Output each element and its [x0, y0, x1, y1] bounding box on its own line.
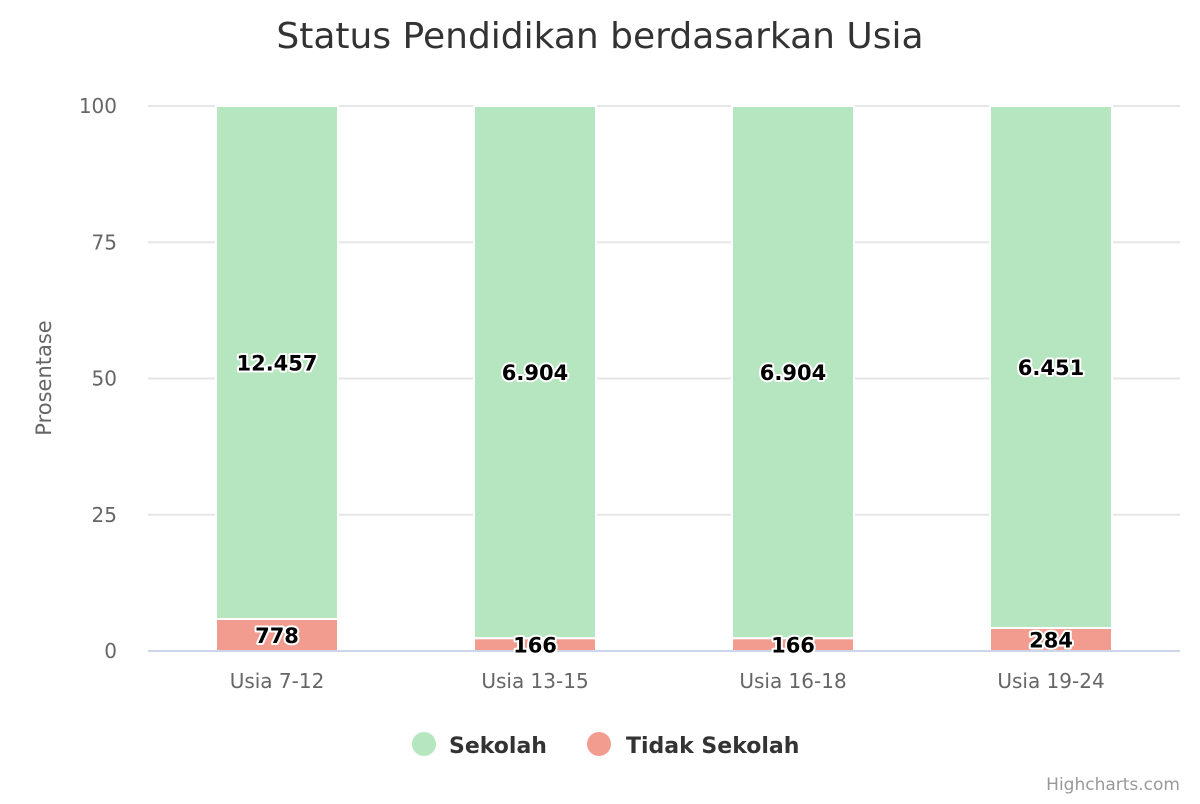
- y-axis-ticks: 0 25 50 75 100: [79, 94, 117, 663]
- bar-segment: [473, 105, 597, 640]
- bar-segment: [215, 105, 339, 620]
- data-label: 166: [513, 634, 557, 658]
- legend-marker: [587, 732, 611, 756]
- credits-link[interactable]: Highcharts.com: [1046, 775, 1180, 795]
- legend-item-label: Tidak Sekolah: [626, 734, 799, 759]
- data-label: 6.451: [1018, 356, 1084, 380]
- x-tick-label: Usia 7-12: [230, 669, 325, 693]
- y-tick-label: 0: [104, 639, 117, 663]
- data-label: 6.904: [760, 361, 826, 385]
- y-axis-title: Prosentase: [32, 320, 56, 435]
- y-tick-label: 50: [92, 367, 117, 391]
- data-label: 778: [255, 624, 299, 648]
- bar-segment: [989, 105, 1113, 630]
- y-tick-label: 75: [92, 230, 117, 254]
- data-label: 166: [771, 634, 815, 658]
- legend-item-label: Sekolah: [449, 734, 547, 759]
- y-tick-label: 25: [92, 503, 117, 527]
- legend: Sekolah Tidak Sekolah: [412, 732, 799, 759]
- data-label: 12.457: [236, 351, 317, 375]
- chart-title: Status Pendidikan berdasarkan Usia: [276, 16, 923, 57]
- bar-segment: [731, 105, 855, 640]
- x-axis-ticks: Usia 7-12 Usia 13-15 Usia 16-18 Usia 19-24: [230, 669, 1105, 693]
- x-tick-label: Usia 16-18: [739, 669, 846, 693]
- data-label: 284: [1029, 629, 1073, 653]
- x-tick-label: Usia 19-24: [997, 669, 1104, 693]
- data-labels: 778 12.457 166 6.904 166 6.904 284 6.451: [234, 349, 1086, 659]
- bar-segment: [215, 617, 339, 652]
- x-tick-label: Usia 13-15: [481, 669, 588, 693]
- data-label: 6.904: [502, 361, 568, 385]
- y-tick-label: 100: [79, 94, 117, 118]
- bars: [215, 105, 1113, 652]
- legend-marker: [412, 732, 436, 756]
